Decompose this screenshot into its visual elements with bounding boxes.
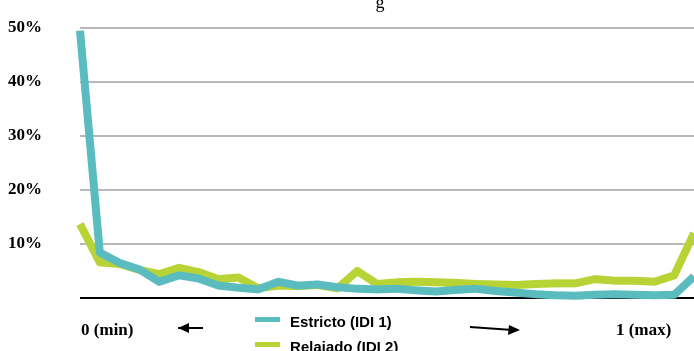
y-tick-label-10: 10% [8, 233, 42, 252]
x-max-label-group: 1 (max) [469, 320, 671, 339]
y-tick-label-20: 20% [8, 179, 42, 198]
axis-labels: 10% 20% 30% 40% 50% [8, 17, 42, 252]
y-tick-label-30: 30% [8, 125, 42, 144]
series-line-estricto [76, 30, 694, 300]
legend: Estricto (IDI 1) Relajado (IDI 2) [255, 314, 398, 351]
legend-label-estricto: Estricto (IDI 1) [290, 314, 392, 331]
right-arrow-icon [469, 325, 520, 335]
series-line-relajado [76, 222, 694, 293]
legend-label-relajado: Relajado (IDI 2) [290, 339, 398, 351]
chart-title: g [376, 0, 385, 12]
x-max-label: 1 (max) [616, 320, 671, 339]
series-lines [76, 30, 694, 300]
legend-swatch-estricto [255, 317, 280, 322]
y-tick-label-40: 40% [8, 71, 42, 90]
legend-item-relajado: Relajado (IDI 2) [255, 339, 398, 351]
left-arrow-icon [178, 323, 203, 333]
y-tick-label-50: 50% [8, 17, 42, 36]
grid-lines [80, 27, 694, 245]
legend-swatch-relajado [255, 342, 280, 347]
legend-item-estricto: Estricto (IDI 1) [255, 314, 392, 331]
x-min-label-group: 0 (min) [81, 320, 203, 339]
x-min-label: 0 (min) [81, 320, 133, 339]
